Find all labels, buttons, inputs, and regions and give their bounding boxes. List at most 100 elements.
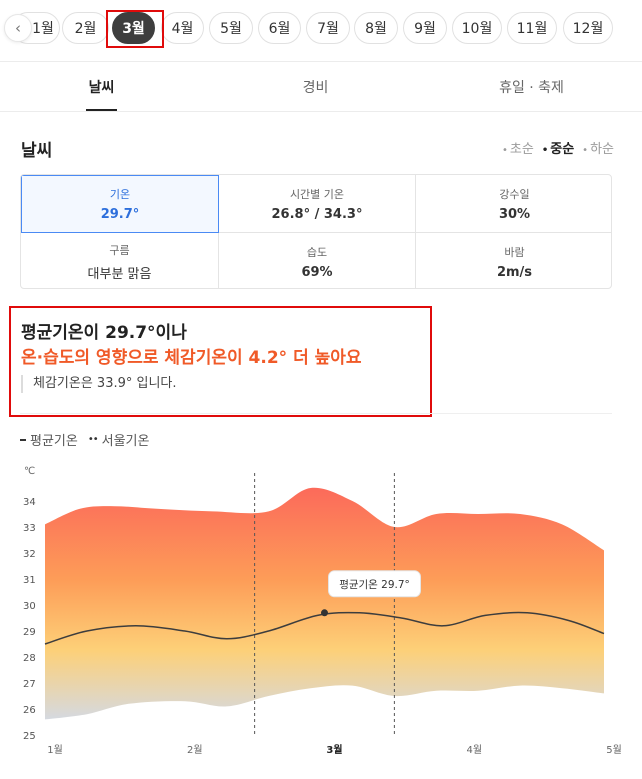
month-pill-jun[interactable]: 6월: [258, 12, 301, 44]
average-temperature-line: [44, 611, 605, 645]
month-pill-mar[interactable]: 3월: [112, 12, 155, 44]
period-label: 중순: [550, 142, 575, 157]
tab-active-indicator: [86, 109, 117, 111]
month-selector: ‹ 1월 2월 3월 4월 5월 6월 7월 8월 9월 10월 11월 12월: [0, 0, 642, 62]
month-label: 4월: [171, 21, 194, 37]
stat-label: 습도: [306, 245, 328, 259]
tab-weather[interactable]: 날씨: [0, 62, 203, 112]
y-tick-label: 34: [23, 497, 36, 508]
stat-wind[interactable]: 바람 2m/s: [416, 233, 611, 288]
temperature-range-area: [45, 487, 604, 720]
data-point-marker[interactable]: [321, 609, 328, 617]
period-early[interactable]: • 초순: [502, 138, 534, 157]
period-label: 초순: [509, 142, 534, 157]
stat-label: 기온: [109, 188, 131, 201]
month-pill-jul[interactable]: 7월: [306, 12, 350, 44]
highlight-headline: 평균기온이 29.7°이나: [21, 323, 187, 343]
month-label: 7월: [317, 21, 339, 37]
x-tick-label: 2월: [187, 744, 203, 756]
y-tick-label: 31: [23, 575, 36, 586]
month-label: 11월: [516, 21, 548, 37]
x-tick-label: 4월: [466, 744, 482, 756]
grid-divider: [21, 232, 611, 233]
month-pill-apr[interactable]: 4월: [161, 12, 204, 44]
period-label: 하순: [590, 142, 614, 157]
tab-cost[interactable]: 경비: [214, 62, 417, 112]
stat-rain-days[interactable]: 강수일 30%: [416, 175, 611, 232]
month-label: 3월: [122, 21, 145, 37]
period-late[interactable]: • 하순: [582, 138, 614, 157]
legend-label: 서울기온: [101, 434, 150, 449]
month-label: 10월: [461, 21, 493, 37]
chevron-left-icon: ‹: [15, 19, 21, 37]
y-axis-unit: ℃: [24, 466, 35, 477]
y-tick-label: 33: [23, 523, 36, 534]
y-tick-label: 25: [23, 731, 36, 742]
tooltip-box: [328, 570, 421, 598]
y-tick-label: 32: [23, 549, 36, 560]
tab-bar: 날씨 경비 휴일 · 축제: [0, 62, 642, 112]
stat-label: 시간별 기온: [289, 187, 345, 201]
solid-line-icon: [20, 438, 26, 441]
highlight-annotation-box: [9, 306, 432, 417]
stat-value: 26.8° / 34.3°: [271, 206, 363, 222]
stat-value: 30%: [498, 206, 531, 222]
bullet-icon: •: [502, 145, 508, 156]
x-tick-label: 5월: [606, 744, 622, 756]
month-label: 6월: [268, 21, 291, 37]
stat-value: 29.7°: [100, 207, 140, 222]
period-selector: • 초순 • 중순 • 하순: [502, 138, 614, 157]
bullet-icon: •: [582, 145, 589, 156]
month-label: 1월: [32, 21, 54, 37]
stat-temperature[interactable]: 기온 29.7°: [21, 175, 219, 233]
y-tick-label: 28: [23, 653, 36, 664]
section-title: 날씨: [21, 141, 53, 161]
month-pill-dec[interactable]: 12월: [563, 12, 613, 44]
tab-label: 경비: [302, 80, 329, 96]
tab-label: 날씨: [88, 80, 115, 96]
month-label: 8월: [365, 21, 387, 37]
month-label: 5월: [220, 21, 242, 37]
month-pill-nov[interactable]: 11월: [507, 12, 557, 44]
month-label: 2월: [74, 21, 97, 37]
chart-legend: 평균기온 •• 서울기온: [20, 430, 149, 449]
stat-label: 강수일: [499, 187, 530, 201]
y-tick-label: 26: [23, 705, 36, 716]
y-tick-label: 27: [23, 679, 36, 690]
month-pill-oct[interactable]: 10월: [452, 12, 502, 44]
month-label: 9월: [414, 21, 436, 37]
month-label: 12월: [572, 21, 604, 37]
tab-label: 휴일 · 축제: [499, 80, 564, 96]
month-pill-aug[interactable]: 8월: [354, 12, 398, 44]
y-tick-label: 30: [23, 601, 36, 612]
tab-holidays[interactable]: 휴일 · 축제: [430, 62, 633, 112]
stat-clouds[interactable]: 구름 대부분 맑음: [21, 233, 218, 288]
section-divider: [20, 413, 612, 414]
bullet-icon: •: [541, 145, 549, 156]
stat-value: 2m/s: [496, 264, 533, 280]
legend-item-seoul[interactable]: •• 서울기온: [88, 430, 150, 449]
stat-humidity[interactable]: 습도 69%: [219, 233, 415, 288]
tooltip-label: 평균기온 29.7°: [339, 579, 410, 591]
x-tick-label: 1월: [47, 744, 63, 756]
stat-value: 대부분 맑음: [87, 266, 152, 282]
month-pill-feb[interactable]: 2월: [62, 12, 109, 44]
temperature-chart: ℃ 25 26 27 28 29 30 31 32 33 34 1월 2월 3월 4월 5월 평균기온 29…: [23, 466, 622, 756]
month-prev-button[interactable]: ‹: [4, 14, 32, 42]
legend-label: 평균기온: [30, 434, 78, 449]
stat-label: 구름: [109, 243, 130, 257]
dotted-line-icon: ••: [87, 434, 99, 445]
stat-hourly-temperature[interactable]: 시간별 기온 26.8° / 34.3°: [219, 175, 415, 232]
period-mid[interactable]: • 중순: [542, 138, 574, 157]
y-tick-label: 29: [23, 627, 36, 638]
highlight-subheadline: 온·습도의 영향으로 체감기온이 4.2° 더 높아요: [21, 348, 362, 368]
stat-value: 69%: [301, 264, 333, 280]
stat-label: 바람: [504, 245, 525, 259]
month-pill-may[interactable]: 5월: [209, 12, 253, 44]
month-pill-sep[interactable]: 9월: [403, 12, 447, 44]
feels-like-note: 체감기온은 33.9° 입니다.: [21, 375, 177, 393]
x-tick-label: 3월: [326, 744, 342, 756]
legend-item-average[interactable]: 평균기온: [20, 430, 78, 449]
weather-stats-grid: 기온 29.7° 시간별 기온 26.8° / 34.3° 강수일 30% 구름…: [20, 174, 612, 289]
grid-divider: [415, 175, 416, 288]
